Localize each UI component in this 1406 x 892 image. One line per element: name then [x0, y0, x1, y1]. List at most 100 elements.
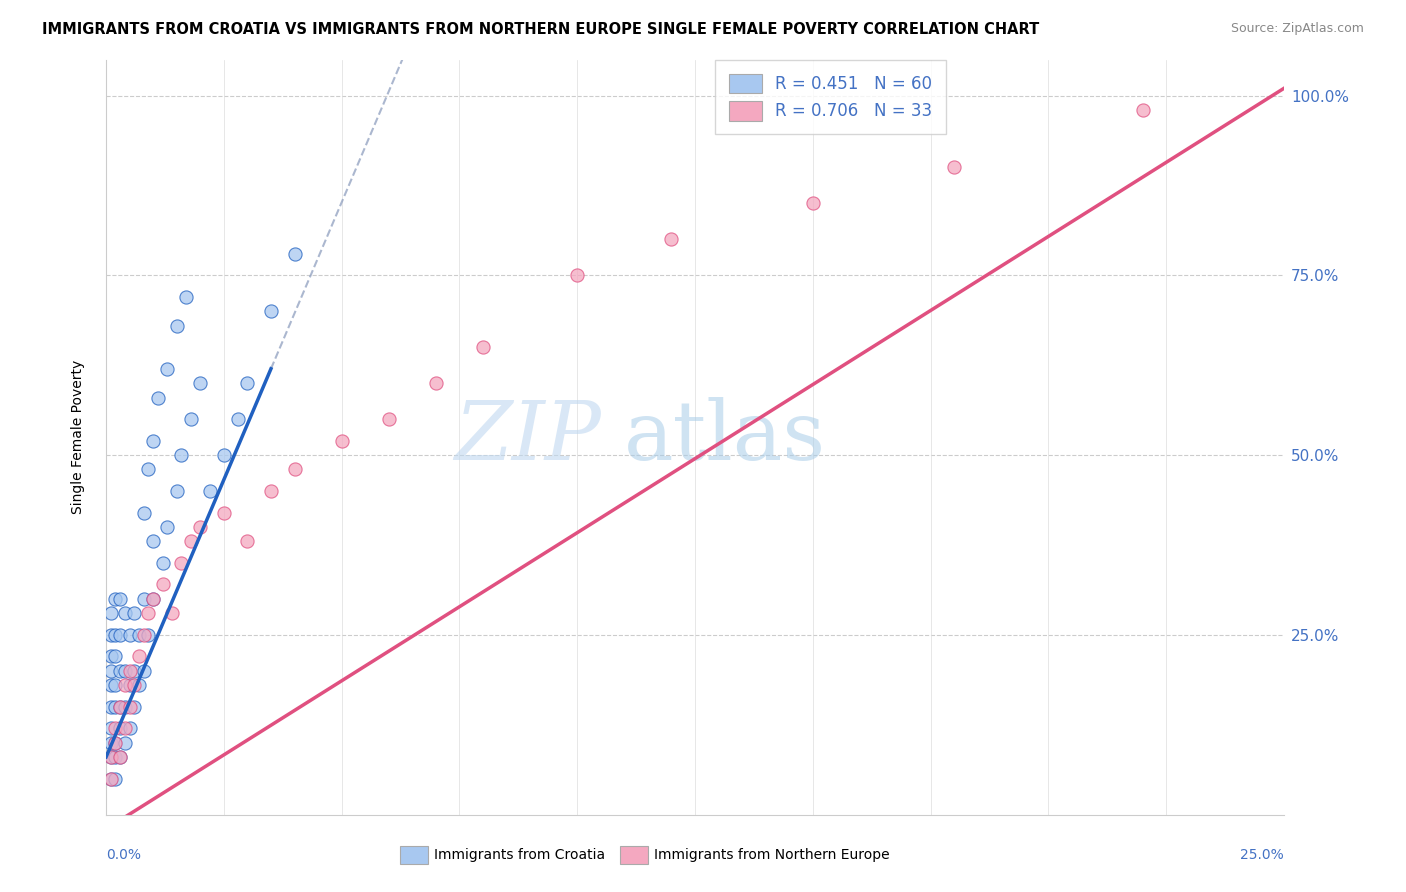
Point — [188, 376, 211, 391]
Point — [138, 628, 160, 642]
Point — [100, 606, 122, 620]
Text: IMMIGRANTS FROM CROATIA VS IMMIGRANTS FROM NORTHERN EUROPE SINGLE FEMALE POVERTY: IMMIGRANTS FROM CROATIA VS IMMIGRANTS FR… — [42, 22, 1039, 37]
Text: ZIP: ZIP — [454, 397, 600, 477]
Point — [142, 591, 165, 606]
Point — [260, 483, 283, 498]
Bar — [620, 846, 648, 864]
Point — [132, 628, 155, 642]
Text: 0.0%: 0.0% — [105, 848, 141, 862]
Point — [124, 699, 146, 714]
Point — [198, 483, 221, 498]
Point — [100, 772, 122, 786]
Point — [104, 721, 127, 735]
Point — [104, 678, 127, 692]
Point — [132, 506, 155, 520]
Point — [170, 448, 193, 462]
Point — [100, 721, 122, 735]
Point — [146, 391, 169, 405]
Point — [118, 678, 141, 692]
Legend: R = 0.451   N = 60, R = 0.706   N = 33: R = 0.451 N = 60, R = 0.706 N = 33 — [716, 61, 946, 134]
Point — [118, 721, 141, 735]
Point — [160, 606, 183, 620]
Text: 25.0%: 25.0% — [1240, 848, 1284, 862]
Point — [567, 268, 589, 283]
Point — [124, 606, 146, 620]
Point — [180, 534, 202, 549]
Point — [108, 591, 131, 606]
Point — [124, 664, 146, 678]
Point — [100, 750, 122, 764]
Point — [943, 161, 966, 175]
Y-axis label: Single Female Poverty: Single Female Poverty — [72, 360, 86, 514]
Text: Immigrants from Croatia: Immigrants from Croatia — [434, 848, 605, 862]
Point — [124, 678, 146, 692]
Point — [108, 699, 131, 714]
Point — [132, 664, 155, 678]
Bar — [399, 846, 427, 864]
Point — [100, 699, 122, 714]
Point — [104, 736, 127, 750]
Point — [114, 664, 136, 678]
Point — [801, 196, 824, 211]
Point — [100, 750, 122, 764]
Point — [114, 736, 136, 750]
Point — [152, 577, 174, 591]
Text: atlas: atlas — [624, 397, 827, 477]
Point — [236, 534, 259, 549]
Point — [170, 556, 193, 570]
Point — [236, 376, 259, 391]
Point — [114, 721, 136, 735]
Point — [108, 750, 131, 764]
Point — [104, 649, 127, 664]
Point — [180, 412, 202, 426]
Point — [104, 699, 127, 714]
Point — [138, 606, 160, 620]
Point — [108, 628, 131, 642]
Point — [108, 721, 131, 735]
Point — [100, 678, 122, 692]
Point — [114, 678, 136, 692]
Point — [226, 412, 249, 426]
Point — [100, 649, 122, 664]
Point — [142, 591, 165, 606]
Point — [330, 434, 353, 448]
Point — [188, 520, 211, 534]
Point — [283, 246, 305, 260]
Point — [156, 361, 179, 376]
Point — [132, 591, 155, 606]
Point — [156, 520, 179, 534]
Point — [128, 628, 150, 642]
Point — [174, 290, 197, 304]
Point — [212, 506, 235, 520]
Point — [100, 628, 122, 642]
Point — [377, 412, 399, 426]
Point — [138, 462, 160, 476]
Point — [114, 606, 136, 620]
Point — [104, 591, 127, 606]
Point — [152, 556, 174, 570]
Point — [1132, 103, 1154, 117]
Point — [128, 649, 150, 664]
Point — [118, 699, 141, 714]
Point — [108, 750, 131, 764]
Point — [108, 664, 131, 678]
Point — [104, 750, 127, 764]
Text: Source: ZipAtlas.com: Source: ZipAtlas.com — [1230, 22, 1364, 36]
Point — [212, 448, 235, 462]
Point — [114, 699, 136, 714]
Point — [118, 664, 141, 678]
Point — [100, 736, 122, 750]
Point — [166, 318, 188, 333]
Point — [142, 534, 165, 549]
Point — [100, 664, 122, 678]
Point — [104, 772, 127, 786]
Point — [425, 376, 447, 391]
Point — [166, 483, 188, 498]
Point — [118, 628, 141, 642]
Point — [260, 304, 283, 318]
Point — [142, 434, 165, 448]
Point — [104, 628, 127, 642]
Text: Immigrants from Northern Europe: Immigrants from Northern Europe — [654, 848, 890, 862]
Point — [104, 736, 127, 750]
Point — [283, 462, 305, 476]
